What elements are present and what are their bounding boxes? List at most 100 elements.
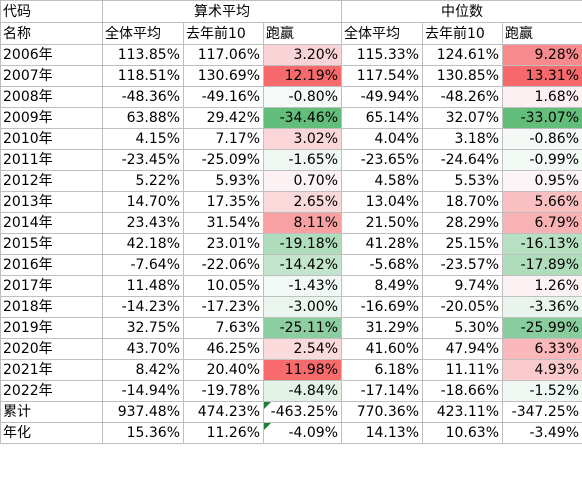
row-label-cell[interactable]: 2008年 xyxy=(0,86,103,108)
cell-mean-all[interactable]: 8.42% xyxy=(102,359,184,381)
cell-median-excess[interactable]: 9.28% xyxy=(501,44,582,66)
row-label-cell[interactable]: 2017年 xyxy=(0,275,103,297)
cell-mean-excess[interactable]: 2.65% xyxy=(263,191,342,213)
cell-mean-all[interactable]: 11.48% xyxy=(102,275,184,297)
row-label-cell[interactable]: 2019年 xyxy=(0,317,103,339)
cell-mean-top10[interactable]: 23.01% xyxy=(183,233,264,255)
cell-median-excess[interactable]: -347.25% xyxy=(501,401,582,423)
row-label-cell[interactable]: 2022年 xyxy=(0,380,103,402)
row-label-cell[interactable]: 2012年 xyxy=(0,170,103,192)
cell-mean-top10[interactable]: -25.09% xyxy=(183,149,264,171)
cell-mean-top10[interactable]: 130.69% xyxy=(183,65,264,87)
col-header-mean-top10[interactable]: 去年前10 xyxy=(183,22,264,45)
cell-median-all[interactable]: 115.33% xyxy=(341,44,423,66)
cell-mean-excess[interactable]: 3.20% xyxy=(263,44,342,66)
cell-mean-top10[interactable]: 117.06% xyxy=(183,44,264,66)
cell-median-all[interactable]: 6.18% xyxy=(341,359,423,381)
cell-median-excess[interactable]: 4.93% xyxy=(501,359,582,381)
cell-median-all[interactable]: 41.28% xyxy=(341,233,423,255)
cell-mean-excess[interactable]: -25.11% xyxy=(263,317,342,339)
cell-mean-all[interactable]: 937.48% xyxy=(102,401,184,423)
cell-median-all[interactable]: 117.54% xyxy=(341,65,423,87)
cell-mean-all[interactable]: -14.94% xyxy=(102,380,184,402)
cell-median-top10[interactable]: 124.61% xyxy=(422,44,503,66)
col-header-mean-all[interactable]: 全体平均 xyxy=(102,22,184,45)
cell-mean-excess[interactable]: 3.02% xyxy=(263,128,342,150)
cell-mean-excess[interactable]: -0.80% xyxy=(263,86,342,108)
cell-mean-top10[interactable]: 5.93% xyxy=(183,170,264,192)
cell-mean-excess[interactable]: -14.42% xyxy=(263,254,342,276)
row-label-cell[interactable]: 2013年 xyxy=(0,191,103,213)
group-header-median[interactable]: 中位数 xyxy=(340,0,582,23)
cell-mean-all[interactable]: 4.15% xyxy=(102,128,184,150)
cell-median-top10[interactable]: 25.15% xyxy=(422,233,503,255)
cell-mean-excess[interactable]: -4.84% xyxy=(263,380,342,402)
cell-mean-excess[interactable]: 0.70% xyxy=(263,170,342,192)
cell-mean-top10[interactable]: 11.26% xyxy=(183,422,264,444)
cell-median-excess[interactable]: 6.79% xyxy=(501,212,582,234)
cell-mean-all[interactable]: 63.88% xyxy=(102,107,184,129)
cell-mean-excess[interactable]: -1.65% xyxy=(263,149,342,171)
cell-median-top10[interactable]: 18.70% xyxy=(422,191,503,213)
cell-median-excess[interactable]: -33.07% xyxy=(501,107,582,129)
cell-median-excess[interactable]: 13.31% xyxy=(501,65,582,87)
row-label-cell[interactable]: 2020年 xyxy=(0,338,103,360)
cell-median-excess[interactable]: -25.99% xyxy=(501,317,582,339)
cell-median-excess[interactable]: -17.89% xyxy=(501,254,582,276)
cell-median-all[interactable]: 4.04% xyxy=(341,128,423,150)
cell-median-excess[interactable]: -3.36% xyxy=(501,296,582,318)
cell-mean-all[interactable]: 43.70% xyxy=(102,338,184,360)
col-header-median-top10[interactable]: 去年前10 xyxy=(422,22,503,45)
row-label-cell[interactable]: 2007年 xyxy=(0,65,103,87)
cell-mean-all[interactable]: 14.70% xyxy=(102,191,184,213)
cell-median-top10[interactable]: -18.66% xyxy=(422,380,503,402)
cell-median-top10[interactable]: 5.53% xyxy=(422,170,503,192)
cell-mean-all[interactable]: 118.51% xyxy=(102,65,184,87)
cell-mean-excess[interactable]: 8.11% xyxy=(263,212,342,234)
cell-mean-excess[interactable]: 12.19% xyxy=(263,65,342,87)
cell-median-top10[interactable]: -23.57% xyxy=(422,254,503,276)
cell-mean-excess[interactable]: -19.18% xyxy=(263,233,342,255)
cell-median-top10[interactable]: 423.11% xyxy=(422,401,503,423)
cell-mean-top10[interactable]: 17.35% xyxy=(183,191,264,213)
cell-median-all[interactable]: 14.13% xyxy=(341,422,423,444)
cell-mean-top10[interactable]: -19.78% xyxy=(183,380,264,402)
cell-median-top10[interactable]: -48.26% xyxy=(422,86,503,108)
row-label-cell[interactable]: 2018年 xyxy=(0,296,103,318)
row-label-cell[interactable]: 2015年 xyxy=(0,233,103,255)
cell-mean-excess[interactable]: -463.25% xyxy=(263,401,342,423)
cell-median-top10[interactable]: -20.05% xyxy=(422,296,503,318)
row-label-cell[interactable]: 2011年 xyxy=(0,149,103,171)
cell-median-all[interactable]: -49.94% xyxy=(341,86,423,108)
group-header-mean[interactable]: 算术平均 xyxy=(102,0,342,23)
cell-median-excess[interactable]: -1.52% xyxy=(501,380,582,402)
cell-median-all[interactable]: 8.49% xyxy=(341,275,423,297)
cell-median-top10[interactable]: 10.63% xyxy=(422,422,503,444)
cell-mean-all[interactable]: 32.75% xyxy=(102,317,184,339)
cell-mean-all[interactable]: -48.36% xyxy=(102,86,184,108)
cell-median-top10[interactable]: 130.85% xyxy=(422,65,503,87)
cell-mean-excess[interactable]: -1.43% xyxy=(263,275,342,297)
cell-median-all[interactable]: 31.29% xyxy=(341,317,423,339)
cell-median-excess[interactable]: -3.49% xyxy=(501,422,582,444)
cell-mean-all[interactable]: -23.45% xyxy=(102,149,184,171)
cell-mean-excess[interactable]: -3.00% xyxy=(263,296,342,318)
cell-mean-all[interactable]: 23.43% xyxy=(102,212,184,234)
row-label-cell[interactable]: 2009年 xyxy=(0,107,103,129)
row-label-cell[interactable]: 年化 xyxy=(0,422,103,444)
cell-mean-all[interactable]: -7.64% xyxy=(102,254,184,276)
cell-mean-top10[interactable]: 29.42% xyxy=(183,107,264,129)
cell-mean-top10[interactable]: 7.63% xyxy=(183,317,264,339)
cell-mean-excess[interactable]: 2.54% xyxy=(263,338,342,360)
cell-median-top10[interactable]: 3.18% xyxy=(422,128,503,150)
cell-median-all[interactable]: 13.04% xyxy=(341,191,423,213)
cell-median-excess[interactable]: 6.33% xyxy=(501,338,582,360)
cell-mean-all[interactable]: 42.18% xyxy=(102,233,184,255)
row-label-cell[interactable]: 2006年 xyxy=(0,44,103,66)
cell-mean-top10[interactable]: 46.25% xyxy=(183,338,264,360)
cell-mean-all[interactable]: -14.23% xyxy=(102,296,184,318)
cell-mean-top10[interactable]: 20.40% xyxy=(183,359,264,381)
cell-mean-excess[interactable]: 11.98% xyxy=(263,359,342,381)
cell-mean-top10[interactable]: 474.23% xyxy=(183,401,264,423)
cell-mean-top10[interactable]: -17.23% xyxy=(183,296,264,318)
